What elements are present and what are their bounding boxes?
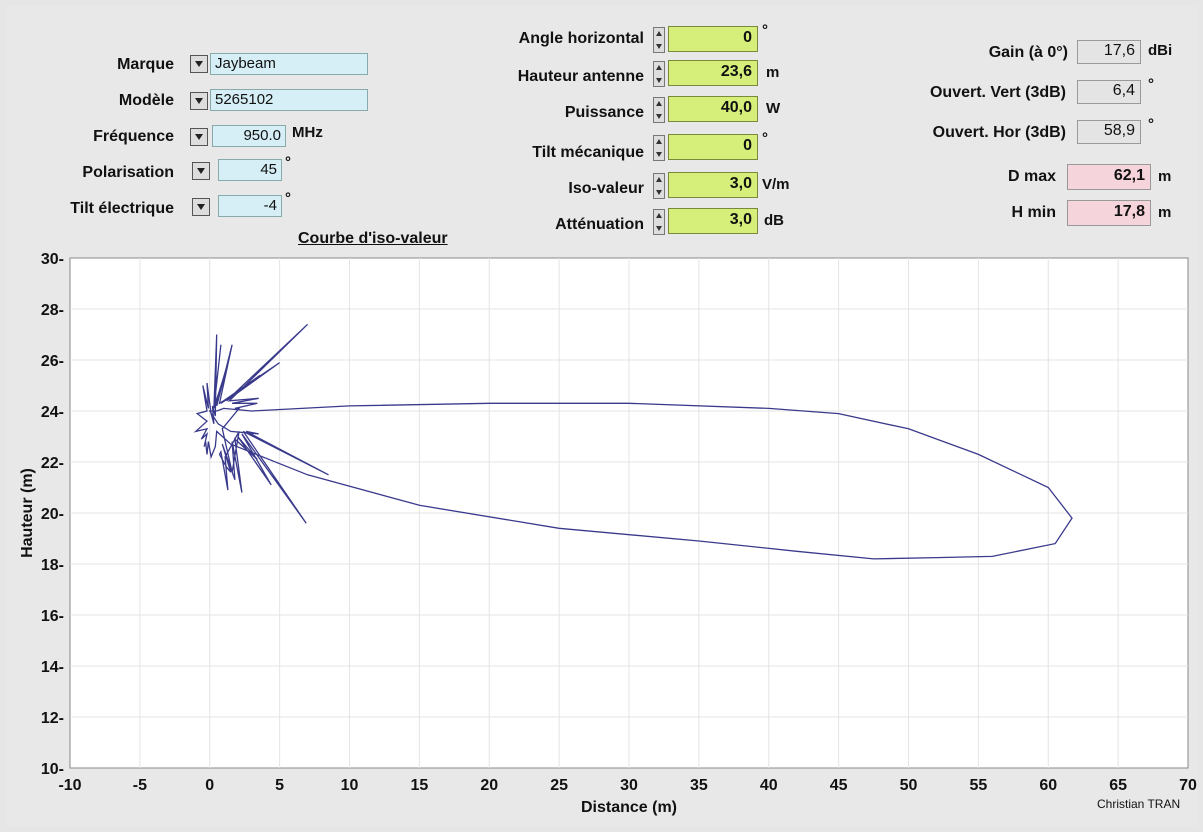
frequence-label: Fréquence	[93, 128, 174, 145]
tilt-mecanique-label: Tilt mécanique	[532, 144, 644, 161]
y-tick-label: 26-	[41, 353, 64, 370]
gain-field: 17,6	[1077, 40, 1141, 64]
marque-dropdown-icon[interactable]	[190, 55, 208, 73]
ouvert-vert-label: Ouvert. Vert (3dB)	[929, 84, 1066, 101]
x-tick-label: 5	[275, 777, 284, 794]
modele-label: Modèle	[118, 92, 174, 109]
polarisation-unit: °	[285, 154, 291, 171]
polarisation-label: Polarisation	[82, 164, 174, 181]
y-tick-label: 30-	[41, 251, 64, 268]
ouvert-hor-label: Ouvert. Hor (3dB)	[932, 124, 1066, 141]
modele-dropdown-icon[interactable]	[190, 92, 208, 110]
x-tick-label: 15	[410, 777, 428, 794]
attenuation-unit: dB	[764, 212, 784, 229]
x-tick-label: 0	[205, 777, 214, 794]
ouvert-hor-unit: °	[1148, 116, 1154, 133]
hmin-unit: m	[1158, 204, 1172, 221]
frequence-field[interactable]: 950.0	[212, 125, 286, 147]
polarisation-field[interactable]: 45	[218, 159, 282, 181]
tilt-electrique-field[interactable]: -4	[218, 195, 282, 217]
modele-field[interactable]: 5265102	[210, 89, 368, 111]
author-credit: Christian TRAN	[1097, 797, 1181, 811]
x-tick-label: 10	[341, 777, 359, 794]
x-tick-label: 30	[620, 777, 638, 794]
hmin-label: H min	[1011, 204, 1056, 221]
frequence-unit: MHz	[292, 124, 323, 141]
y-tick-label: 22-	[41, 455, 64, 472]
y-tick-labels: 10- 12- 14- 16- 18- 20- 22- 24- 26- 28- 30-	[41, 251, 64, 778]
x-tick-labels: -10 -5 0 5 10 15 20 25 30 35 40 45 50 55 60 65 70	[58, 777, 1197, 794]
y-tick-label: 20-	[41, 506, 64, 523]
marque-label: Marque	[117, 56, 174, 73]
hauteur-antenne-label: Hauteur antenne	[517, 68, 644, 85]
iso-valeur-spinner[interactable]	[653, 173, 665, 199]
x-tick-label: -10	[58, 777, 81, 794]
iso-valeur-label: Iso-valeur	[568, 180, 644, 197]
puissance-label: Puissance	[564, 104, 644, 121]
iso-valeur-field[interactable]: 3,0	[668, 172, 758, 198]
tilt-electrique-label: Tilt électrique	[70, 200, 174, 217]
iso-value-curve	[193, 323, 1073, 560]
dmax-unit: m	[1158, 168, 1172, 185]
y-tick-label: 28-	[41, 302, 64, 319]
puissance-unit: W	[766, 100, 781, 117]
attenuation-label: Atténuation	[555, 216, 644, 233]
frequence-dropdown-icon[interactable]	[190, 128, 208, 146]
polarisation-dropdown-icon[interactable]	[192, 162, 210, 180]
hauteur-antenne-field[interactable]: 23,6	[668, 60, 758, 86]
hauteur-antenne-spinner[interactable]	[653, 61, 665, 87]
chart-title: Courbe d'iso-valeur	[298, 230, 448, 247]
y-tick-label: 18-	[41, 557, 64, 574]
y-tick-label: 12-	[41, 710, 64, 727]
y-tick-label: 16-	[41, 608, 64, 625]
ouvert-vert-field: 6,4	[1077, 80, 1141, 104]
x-tick-label: 70	[1179, 777, 1197, 794]
x-tick-label: 65	[1109, 777, 1127, 794]
gain-label: Gain (à 0°)	[988, 44, 1068, 61]
y-tick-label: 24-	[41, 404, 64, 421]
x-tick-label: 55	[969, 777, 987, 794]
tilt-electrique-unit: °	[285, 190, 291, 207]
hauteur-antenne-unit: m	[766, 64, 780, 81]
ouvert-vert-unit: °	[1148, 76, 1154, 93]
attenuation-spinner[interactable]	[653, 209, 665, 235]
ouvert-hor-field: 58,9	[1077, 120, 1141, 144]
x-tick-label: 45	[830, 777, 848, 794]
puissance-field[interactable]: 40,0	[668, 96, 758, 122]
gain-unit: dBi	[1148, 42, 1173, 59]
puissance-spinner[interactable]	[653, 97, 665, 123]
iso-valeur-unit: V/m	[762, 176, 790, 193]
y-tick-label: 14-	[41, 659, 64, 676]
tilt-electrique-dropdown-icon[interactable]	[192, 198, 210, 216]
dmax-label: D max	[1007, 168, 1056, 185]
tilt-mecanique-unit: °	[762, 130, 768, 147]
marque-field[interactable]: Jaybeam	[210, 53, 368, 75]
angle-horizontal-label: Angle horizontal	[518, 30, 644, 47]
x-tick-label: 25	[550, 777, 568, 794]
tilt-mecanique-field[interactable]: 0	[668, 134, 758, 160]
x-tick-label: 35	[690, 777, 708, 794]
hmin-field: 17,8	[1067, 200, 1151, 226]
tilt-mecanique-spinner[interactable]	[653, 135, 665, 161]
x-tick-label: -5	[133, 777, 147, 794]
attenuation-field[interactable]: 3,0	[668, 208, 758, 234]
y-tick-label: 10-	[41, 761, 64, 778]
x-tick-label: 40	[760, 777, 778, 794]
angle-horizontal-spinner[interactable]	[653, 27, 665, 53]
x-axis-label: Distance (m)	[581, 799, 677, 816]
y-axis-label: Hauteur (m)	[19, 468, 36, 558]
x-tick-label: 20	[480, 777, 498, 794]
x-tick-label: 50	[900, 777, 918, 794]
angle-horizontal-field[interactable]: 0	[668, 26, 758, 52]
x-tick-label: 60	[1039, 777, 1057, 794]
dmax-field: 62,1	[1067, 164, 1151, 190]
angle-horizontal-unit: °	[762, 22, 768, 39]
